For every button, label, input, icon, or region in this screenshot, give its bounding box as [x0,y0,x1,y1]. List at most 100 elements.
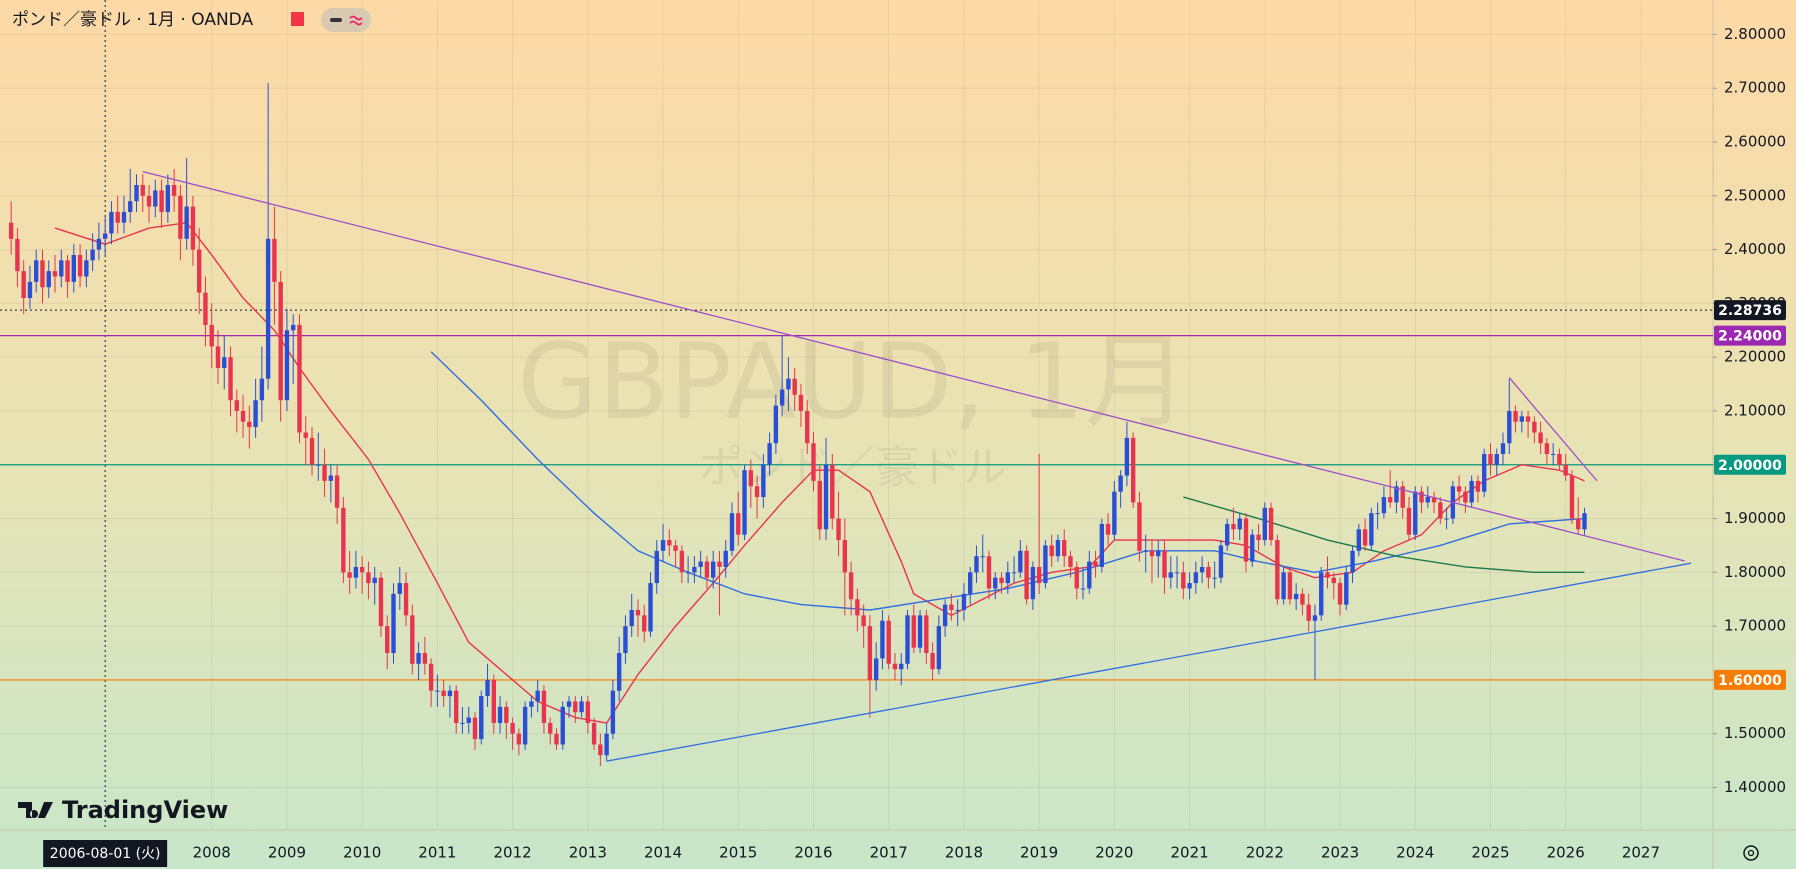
candle-body [416,653,421,664]
candle-body [585,701,591,723]
moving-average [430,351,1585,611]
candle-body [949,604,954,610]
settings-button[interactable] [1743,845,1759,861]
price-label: 2.00000 [1718,458,1782,474]
indicator-pill[interactable] [321,8,371,32]
candle-body [1156,550,1161,557]
candle-body [8,222,14,239]
candle-body [742,470,747,535]
y-tick-label: 2.10000 [1724,401,1786,419]
candle-body [535,690,540,702]
plot-area [0,0,1713,830]
trend-line [606,562,1692,762]
candle-body [491,679,496,723]
candle-body [1193,572,1199,584]
candle-body [65,260,70,282]
price-label: 1.60000 [1718,673,1782,689]
candle-body [579,701,584,713]
x-tick-label: 2015 [719,844,757,862]
candle-body [71,254,77,282]
candle-body [334,475,340,508]
price-label: 2.24000 [1718,329,1782,345]
candle-body [529,701,534,707]
candle-body [1231,523,1236,530]
candle-body [1563,464,1568,476]
candle-body [1105,523,1111,535]
candle-body [460,722,465,724]
candle-body [817,480,822,530]
candle-body [610,690,616,734]
candle-body [109,211,114,234]
candle-body [1369,513,1374,546]
candle-body [786,378,791,390]
y-tick-label: 2.40000 [1724,240,1786,258]
settings-icon[interactable] [1743,845,1759,861]
candle-body [1093,561,1098,567]
candle-body [196,249,202,293]
logo-text: TradingView [62,796,228,824]
candle-body [679,550,685,573]
candle-body [265,238,271,379]
x-tick-label: 2017 [870,844,908,862]
candle-body [1187,583,1192,589]
candle-body [447,690,453,697]
candle-body [942,604,948,627]
candle-body [453,690,459,723]
candle-body [842,540,848,573]
candle-body [955,609,960,611]
candle-body [1582,513,1587,530]
candle-body [1525,416,1531,422]
candle-body [779,389,785,406]
candle-body [1344,572,1349,605]
candle-body [704,561,710,578]
trend-line [142,170,1685,562]
candle-body [234,400,239,411]
candle-body [936,626,942,670]
x-tick-label: 2013 [569,844,607,862]
x-tick-label: 2022 [1246,844,1284,862]
candle-body [648,583,653,632]
candle-body [115,211,120,223]
candle-body [1463,491,1468,503]
candle-body [303,432,308,438]
candle-body [1143,550,1148,552]
candle-body [347,572,352,578]
candle-body [209,324,214,347]
candle-body [297,324,302,433]
candle-body [591,722,597,745]
flag-icon[interactable] [291,12,304,26]
candle-body [435,690,440,692]
candle-body [1206,566,1211,578]
candle-body [1456,486,1462,492]
x-tick-label: 2019 [1020,844,1058,862]
x-tick-label: 2026 [1547,844,1585,862]
candle-body [905,615,910,664]
candle-body [1550,453,1556,455]
candle-body [190,206,196,250]
candle-body [855,599,860,616]
candle-body [1319,572,1324,616]
candle-body [873,658,879,680]
candle-body [522,706,528,745]
candle-body [479,696,484,740]
candle-body [673,545,678,551]
candle-body [391,593,396,654]
candle-body [1112,491,1117,535]
candle-body [1444,518,1449,520]
candle-body [848,572,854,600]
candle-body [222,357,227,368]
y-tick-label: 2.60000 [1724,133,1786,151]
candle-body [1043,545,1048,584]
candle-body [836,518,841,541]
y-tick-label: 1.40000 [1724,778,1786,796]
candle-body [1124,437,1130,476]
candle-body [541,690,547,723]
candle-body [754,486,760,498]
candle-body [466,717,471,723]
candle-body [1074,566,1079,589]
candle-body [165,185,171,212]
candle-body [1068,556,1073,567]
candle-body [134,185,139,202]
candle-body [485,679,490,697]
